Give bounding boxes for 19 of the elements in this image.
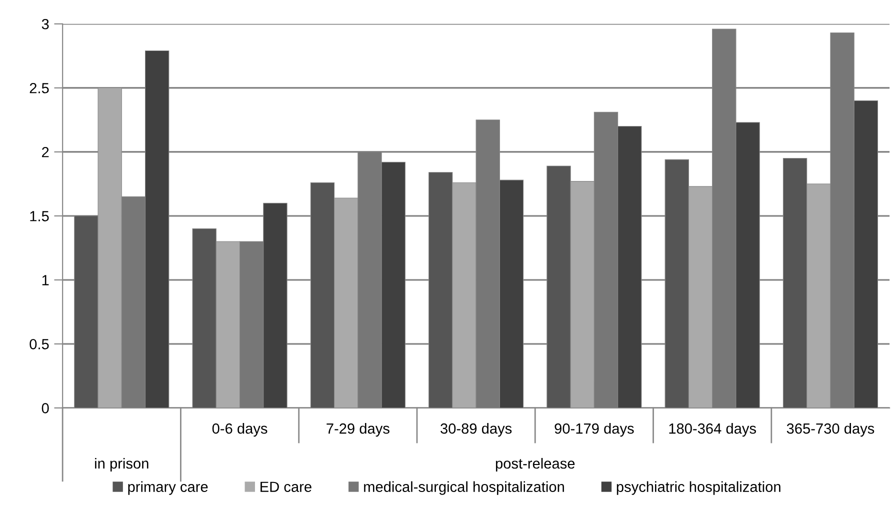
x-tick-label: 7-29 days: [326, 423, 390, 437]
y-tick-label: 1: [42, 275, 49, 286]
legend-label: ED care: [260, 482, 312, 492]
x-tick-label: 90-179 days: [554, 423, 634, 437]
x-tick-label: 365-730 days: [786, 423, 874, 437]
x-tick-label: 180-364 days: [669, 423, 756, 437]
y-tick-label: 2.5: [30, 82, 49, 94]
text: in prison: [95, 458, 148, 472]
y-tick-label: 3: [42, 18, 49, 30]
y-tick-label: 0.5: [30, 339, 49, 350]
text: post-release: [496, 458, 575, 472]
y-tick-label: 0: [42, 403, 49, 414]
legend-label: psychiatric hospitalization: [616, 481, 780, 495]
x-tick-label: 0-6 days: [212, 423, 268, 437]
x-tick-label: 30-89 days: [440, 423, 512, 437]
y-tick-label: 1.5: [30, 211, 49, 222]
y-tick-label: 2: [42, 146, 49, 158]
legend-label: medical-surgical hospitalization: [364, 481, 564, 495]
legend-label: primary care: [128, 481, 208, 495]
